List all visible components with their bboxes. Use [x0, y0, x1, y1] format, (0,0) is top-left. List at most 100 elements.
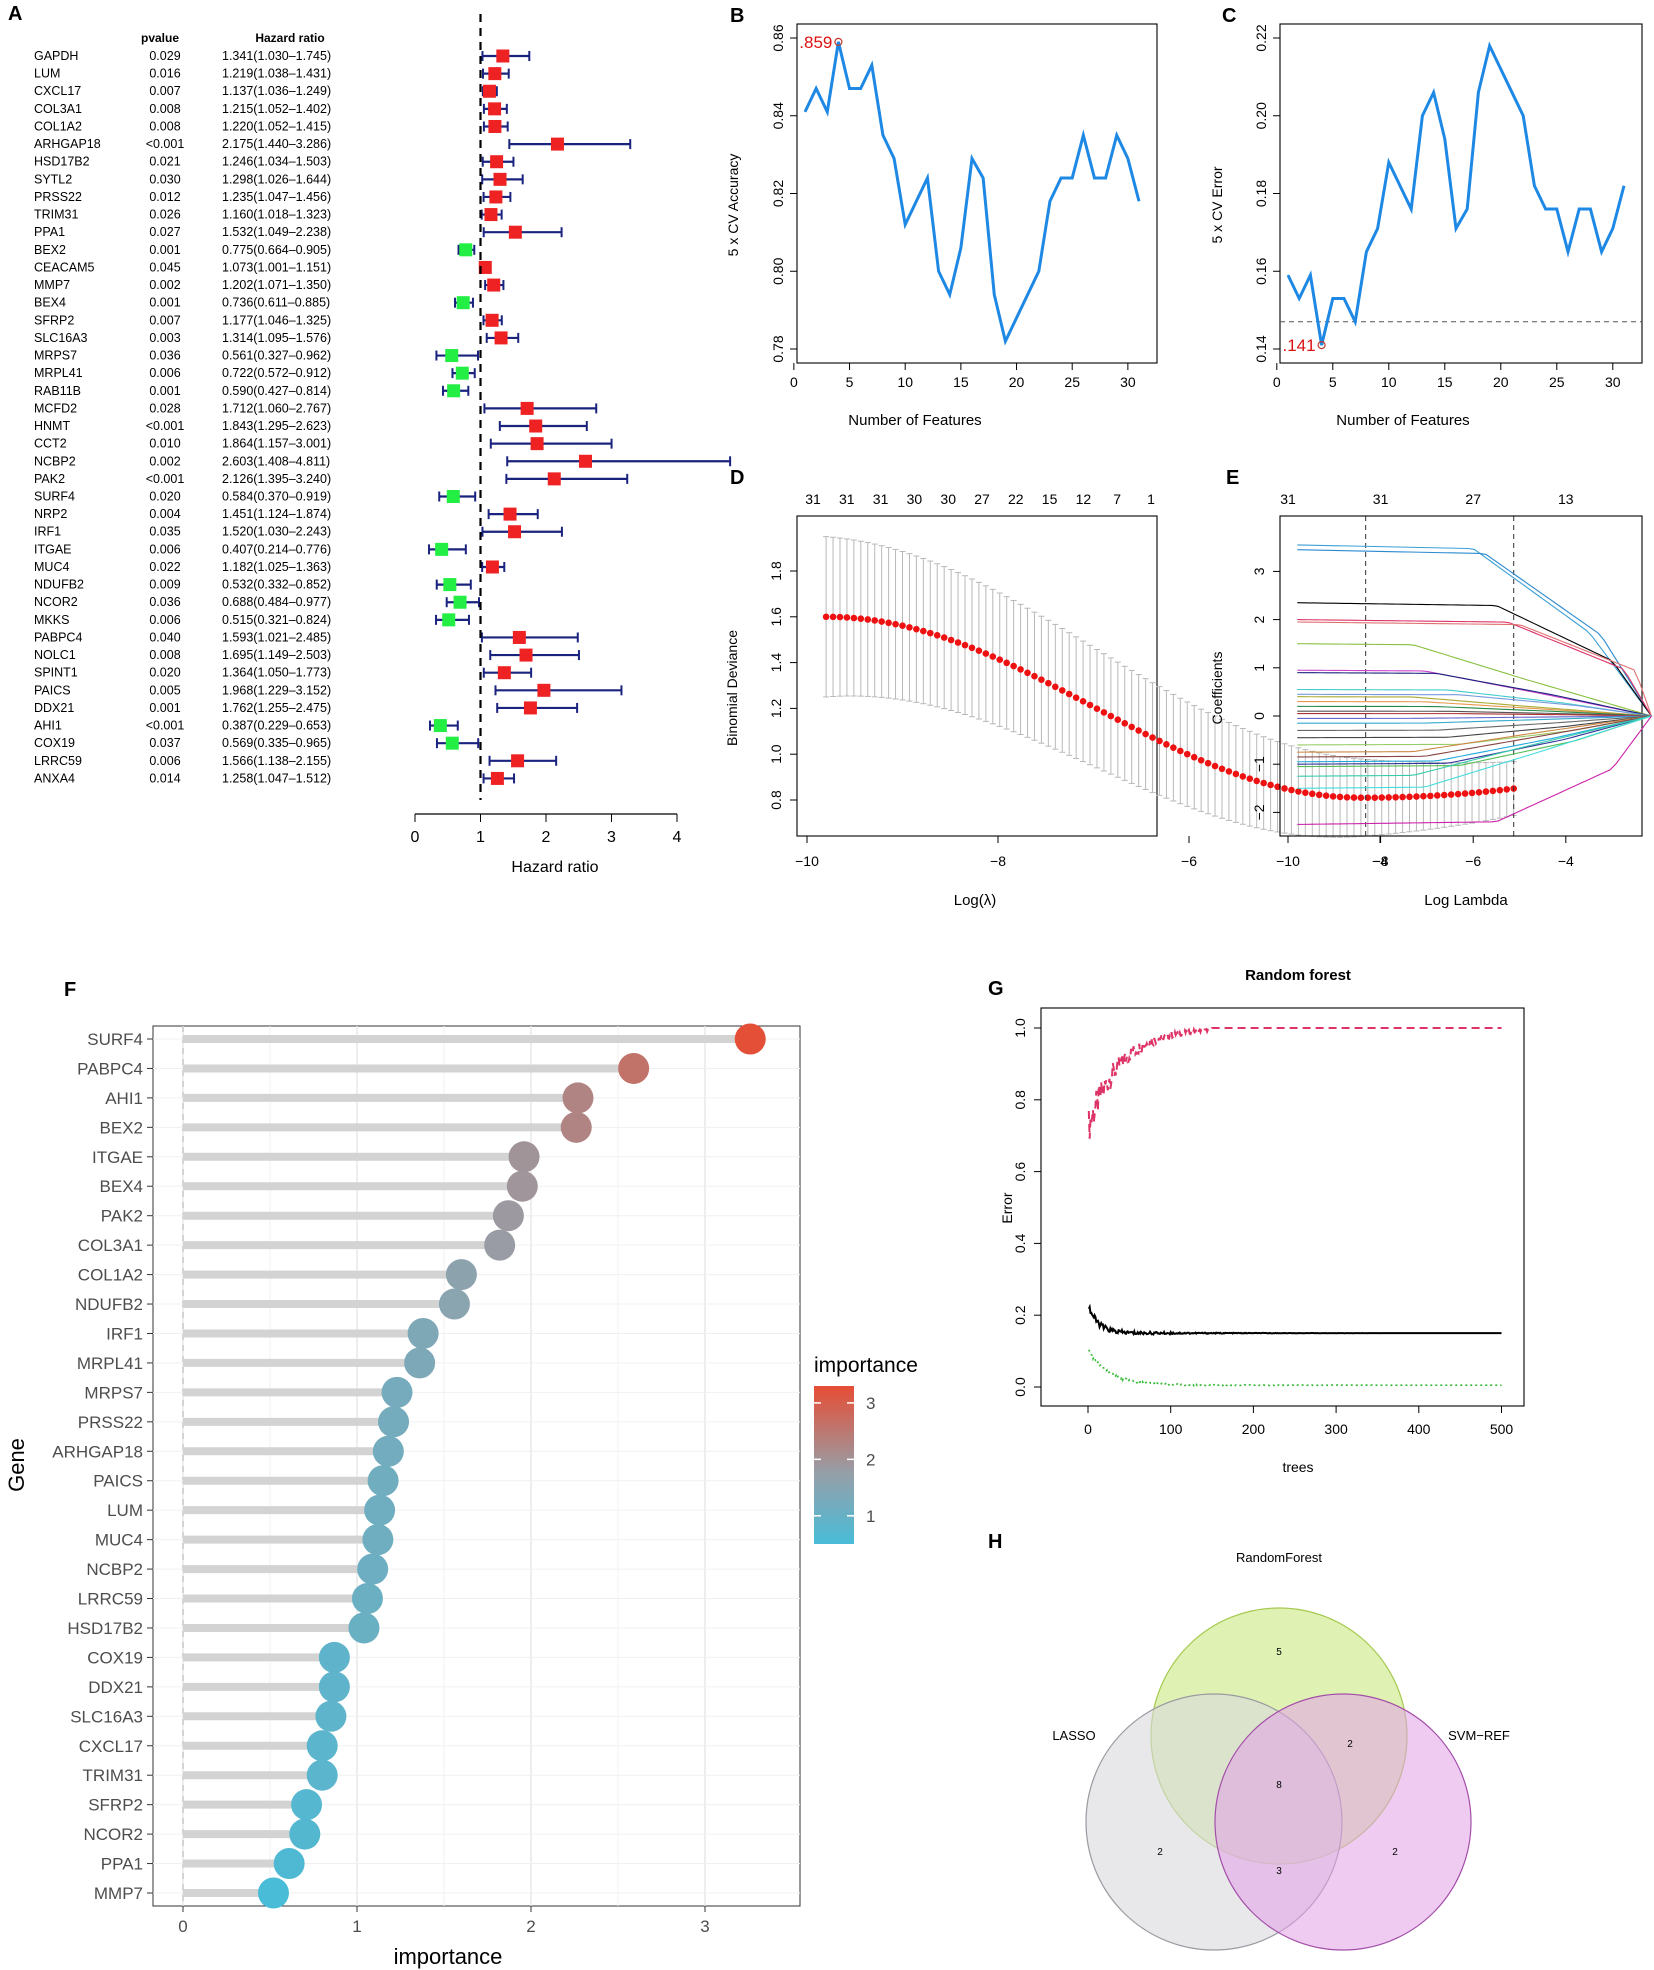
- deviance-point: [1302, 789, 1309, 796]
- plot-frame: [1040, 1007, 1525, 1407]
- lollipop-dot: [734, 1023, 766, 1055]
- hr-box: [488, 102, 502, 116]
- gene-label: PAICS: [93, 1472, 143, 1491]
- pvalue-text: 0.001: [149, 243, 180, 257]
- panel-c-xlabel: Number of Features: [1336, 412, 1469, 429]
- hr-box: [445, 349, 459, 363]
- venn-count: 8: [1276, 1780, 1282, 1791]
- y-tick-label: 0.22: [1253, 24, 1269, 51]
- pvalue-text: 0.006: [149, 366, 180, 380]
- hr-text: 0.775(0.664–0.905): [222, 243, 331, 257]
- pvalue-text: 0.020: [149, 490, 180, 504]
- gene-label: MRPS7: [34, 349, 77, 363]
- x-tick-label: 500: [1490, 1421, 1514, 1437]
- gene-label: ARHGAP18: [52, 1442, 143, 1461]
- deviance-point: [1357, 794, 1365, 802]
- gene-label: SYTL2: [34, 172, 72, 186]
- deviance-point: [836, 613, 844, 621]
- deviance-point: [1447, 791, 1455, 798]
- hr-text: 1.219(1.038–1.431): [222, 67, 331, 81]
- deviance-point: [961, 641, 969, 649]
- x-tick-label: −10: [795, 853, 819, 869]
- gene-label: NCOR2: [34, 595, 78, 609]
- hr-box: [459, 243, 473, 257]
- x-tick-label: 20: [1493, 374, 1509, 390]
- pvalue-text: 0.008: [149, 102, 180, 116]
- x-tick-label: 4: [673, 829, 682, 846]
- pvalue-text: 0.006: [149, 542, 180, 556]
- hr-box: [512, 630, 526, 644]
- gene-label: SLC16A3: [70, 1707, 143, 1726]
- coefficient-path: [1297, 715, 1652, 825]
- panel-c-cv-error: C 0 5 10 15 20 25 30 0.14 0.16 0.18 0.20 0.22 .141 N…: [1209, 5, 1643, 429]
- lollipop-dot: [438, 1288, 470, 1320]
- legend-title: importance: [814, 1354, 918, 1377]
- hr-text: 1.341(1.030–1.745): [222, 49, 331, 63]
- top-count-label: 22: [1008, 491, 1024, 507]
- pvalue-text: 0.004: [149, 507, 180, 521]
- deviance-point: [1072, 694, 1080, 701]
- x-tick-label: 30: [1120, 374, 1136, 390]
- hr-text: 0.569(0.335–0.965): [222, 736, 331, 750]
- legend-tick-label: 1: [866, 1507, 875, 1526]
- deviance-point: [1017, 666, 1024, 673]
- y-tick-label: 1.4: [768, 653, 784, 673]
- deviance-point: [1440, 791, 1448, 799]
- hr-text: 0.561(0.327–0.962): [222, 349, 331, 363]
- deviance-point: [1232, 770, 1240, 778]
- gene-label: COX19: [87, 1648, 143, 1667]
- gene-label: IRF1: [34, 525, 61, 539]
- deviance-point: [1093, 705, 1101, 712]
- panel-a-label: A: [8, 3, 22, 25]
- coefficient-path: [1297, 715, 1652, 732]
- top-count-label: 31: [839, 491, 855, 507]
- panel-f-ylabel: Gene: [4, 1438, 29, 1492]
- lollipop-dot: [257, 1877, 289, 1909]
- panel-a-xlabel: Hazard ratio: [511, 859, 598, 876]
- hr-text: 1.177(1.046–1.325): [222, 313, 331, 327]
- panel-b-cv-accuracy: B 0 5 10 15 20 25 30 0.78 0.80 0.82 0.84 0.86 .859 N…: [725, 5, 1158, 429]
- hr-box: [453, 595, 467, 609]
- y-tick-label: 0.4: [1012, 1233, 1028, 1253]
- deviance-point: [885, 619, 892, 627]
- hr-text: 0.688(0.484–0.977): [222, 595, 331, 609]
- deviance-point: [1156, 737, 1163, 745]
- lollipop-dot: [562, 1082, 594, 1114]
- y-tick-label: 0.84: [770, 102, 786, 129]
- deviance-point: [954, 639, 962, 646]
- x-tick-label: −8: [990, 853, 1006, 869]
- panel-b-label: B: [730, 5, 744, 27]
- gene-label: LUM: [34, 67, 60, 81]
- lollipop-dot: [357, 1553, 389, 1585]
- deviance-point: [1225, 768, 1233, 775]
- top-count-label: 27: [974, 491, 990, 507]
- deviance-point: [1218, 765, 1226, 773]
- gene-label: TRIM31: [83, 1766, 143, 1785]
- coefficient-path: [1297, 621, 1652, 717]
- deviance-point: [989, 653, 997, 660]
- deviance-point: [864, 616, 872, 623]
- gene-label: COL1A2: [78, 1266, 143, 1285]
- coefficient-path: [1297, 602, 1652, 717]
- deviance-point: [857, 615, 865, 622]
- hr-box: [456, 296, 470, 310]
- hr-text: 1.220(1.052–1.415): [222, 119, 331, 133]
- deviance-point: [1052, 683, 1059, 691]
- x-tick-label: −6: [1181, 853, 1197, 869]
- hr-box: [520, 401, 534, 415]
- top-count-label: 31: [805, 491, 821, 507]
- y-tick-label: 0.20: [1253, 102, 1269, 129]
- pvalue-header: pvalue: [141, 31, 179, 45]
- gene-label: COL3A1: [78, 1236, 143, 1255]
- x-tick-label: 200: [1242, 1421, 1266, 1437]
- gene-label: AHI1: [105, 1089, 143, 1108]
- x-tick-label: 15: [1437, 374, 1453, 390]
- plot-frame: [1279, 23, 1643, 364]
- deviance-point: [1413, 793, 1420, 800]
- best-point: [834, 37, 843, 46]
- coefficient-path: [1297, 696, 1652, 717]
- pvalue-text: 0.020: [149, 666, 180, 680]
- hr-text: 0.590(0.427–0.814): [222, 384, 331, 398]
- hr-box: [503, 507, 517, 521]
- lollipop-dot: [315, 1700, 347, 1732]
